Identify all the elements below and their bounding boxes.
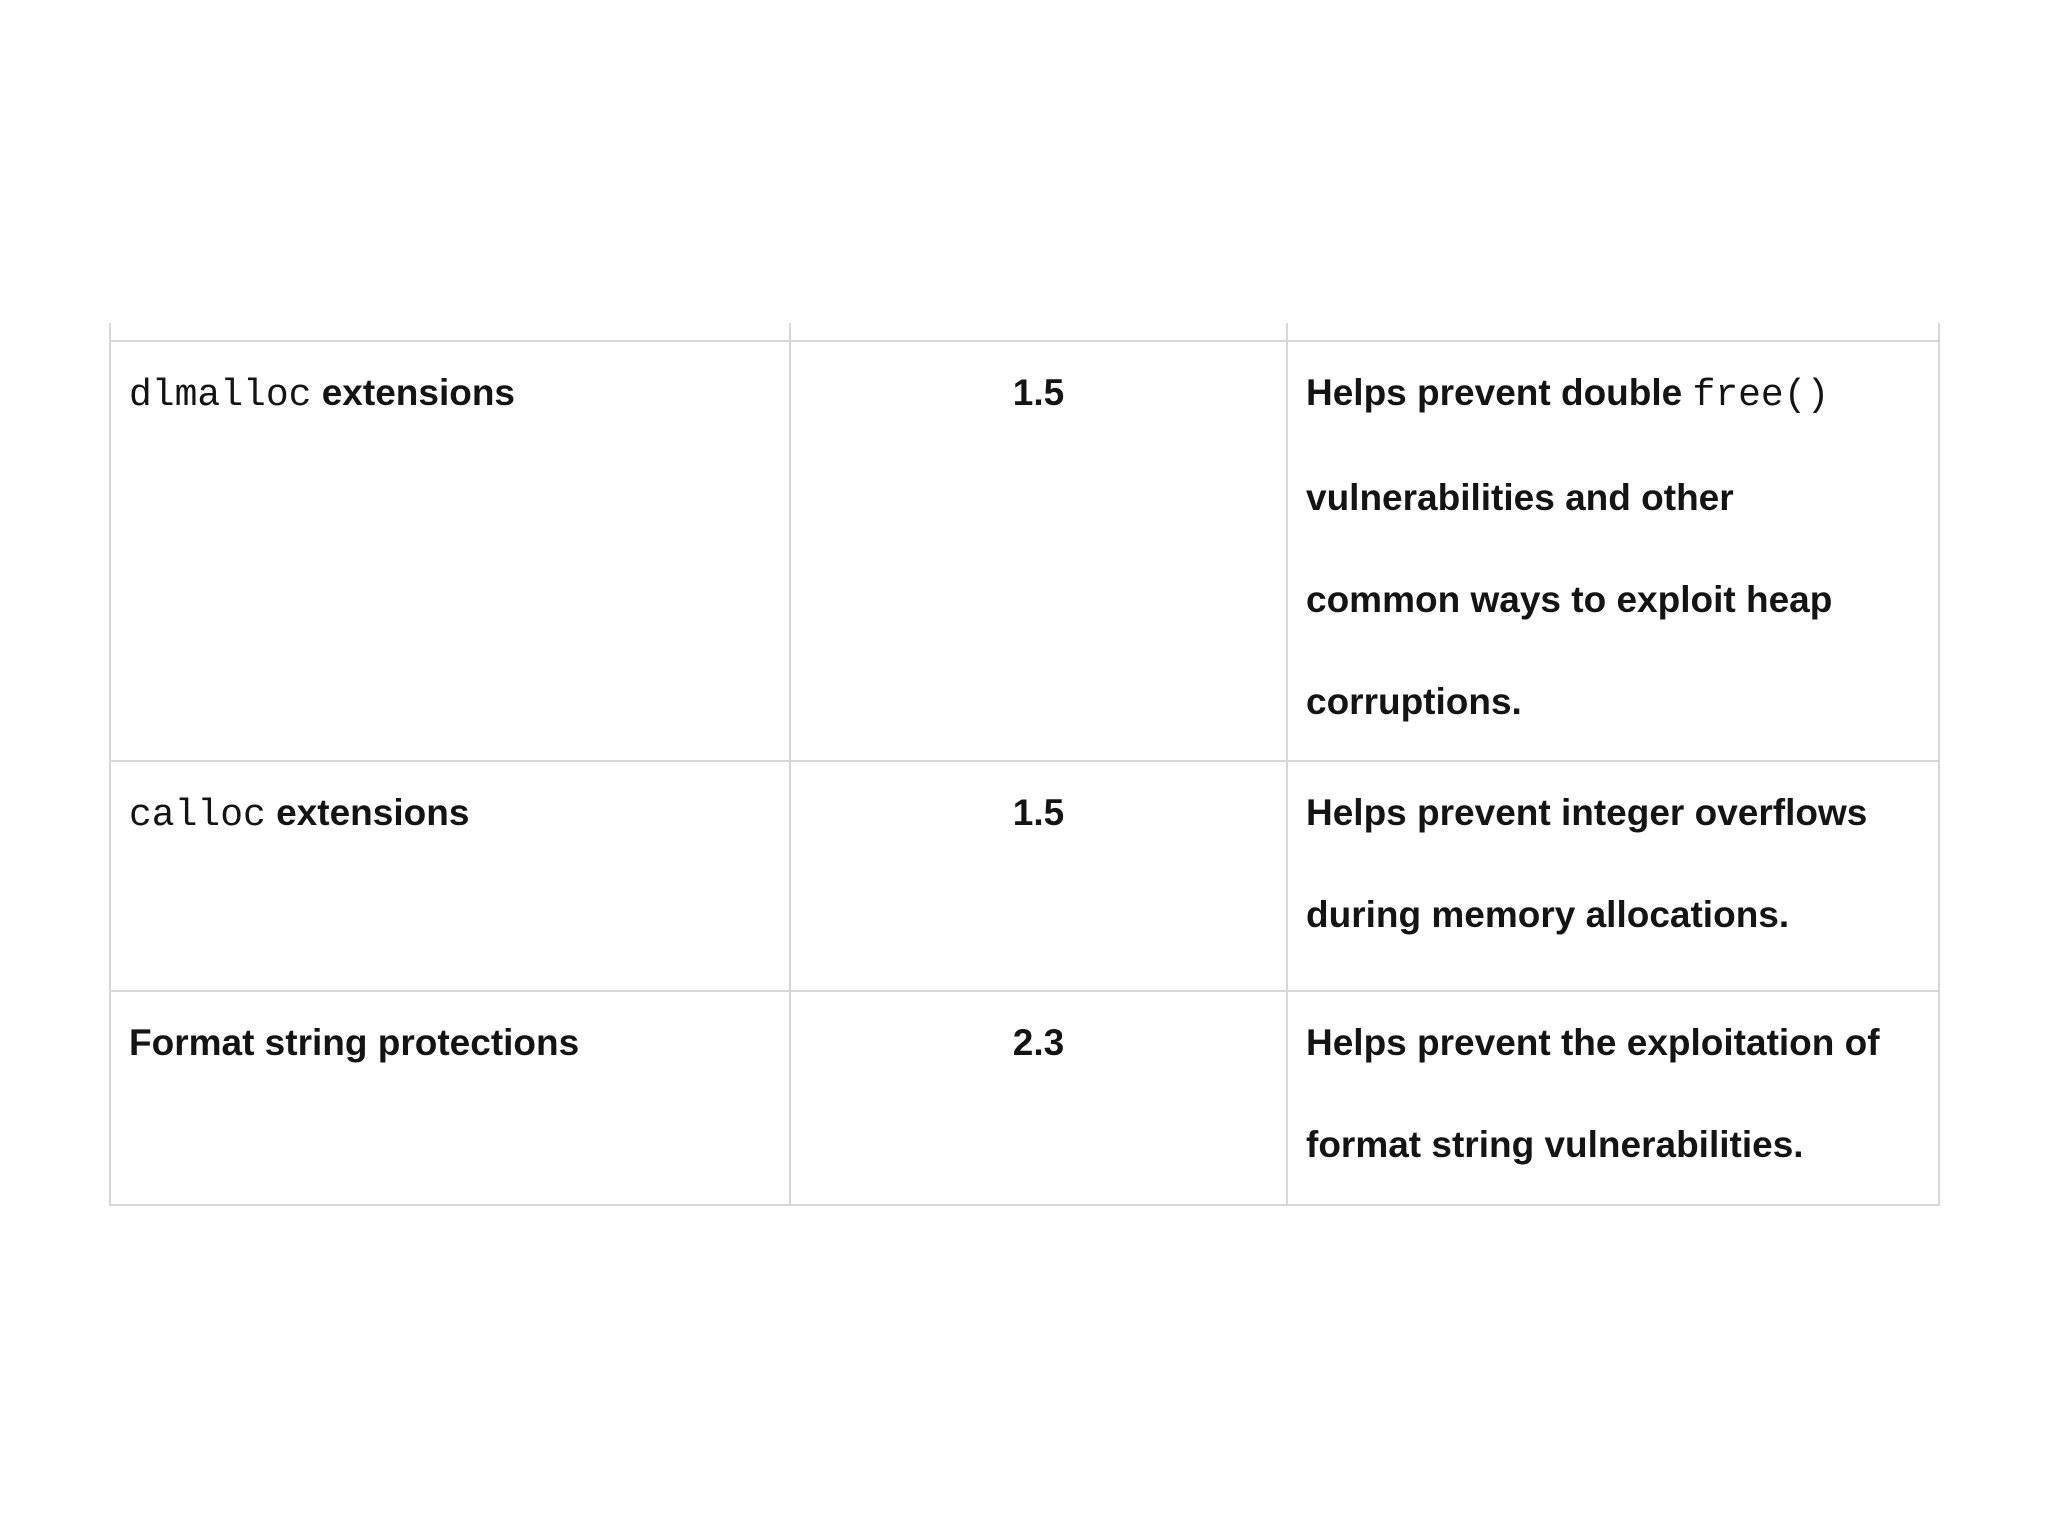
table-row: Format string protections 2.3 Helps preven… — [109, 990, 1940, 1206]
version-cell: 2.3 — [789, 990, 1288, 1206]
security-features-table: dlmalloc extensions 1.5 Helps prevent doub… — [109, 323, 1940, 1206]
code-text: dlmalloc — [129, 374, 312, 417]
text-run: Format string protections — [129, 1022, 580, 1063]
table-row: calloc extensions 1.5 Helps prevent intege… — [109, 760, 1940, 992]
text-run: corruptions. — [1306, 681, 1522, 722]
text-run: during memory allocations. — [1306, 894, 1790, 935]
description-cell: Helps prevent integer overflows during me… — [1286, 760, 1940, 992]
feature-cell: dlmalloc extensions — [109, 340, 791, 762]
text-line: Helps prevent the exploitation of — [1306, 993, 1920, 1094]
text-run: extensions — [311, 372, 516, 413]
text-run: format string vulnerabilities. — [1306, 1124, 1804, 1165]
feature-cell: Format string protections — [109, 990, 791, 1206]
version-cell: 1.5 — [789, 340, 1288, 762]
code-text: free() — [1692, 374, 1830, 417]
text-run: Helps prevent integer overflows — [1306, 792, 1868, 833]
text-line: common ways to exploit heap — [1306, 549, 1920, 651]
clipped-previous-row — [109, 323, 1940, 342]
clipped-cell — [109, 323, 791, 342]
text-run: vulnerabilities and other — [1306, 477, 1734, 518]
table-body: dlmalloc extensions 1.5 Helps prevent doub… — [109, 323, 1940, 1206]
text-run: common ways to exploit heap — [1306, 579, 1833, 620]
clipped-cell — [1286, 323, 1940, 342]
text-line: corruptions. — [1306, 651, 1920, 753]
code-text: calloc — [129, 794, 266, 837]
text-line: Helps prevent double free() — [1306, 343, 1920, 447]
text-line: during memory allocations. — [1306, 864, 1920, 966]
text-line: Helps prevent integer overflows — [1306, 763, 1920, 864]
version-cell: 1.5 — [789, 760, 1288, 992]
description-cell: Helps prevent double free() vulnerabiliti… — [1286, 340, 1940, 762]
description-cell: Helps prevent the exploitation of format … — [1286, 990, 1940, 1206]
text-line: format string vulnerabilities. — [1306, 1094, 1920, 1196]
text-run: Helps prevent the exploitation of — [1306, 1022, 1880, 1063]
clipped-cell — [789, 323, 1288, 342]
feature-cell: calloc extensions — [109, 760, 791, 992]
table-row: dlmalloc extensions 1.5 Helps prevent doub… — [109, 340, 1940, 762]
text-line: vulnerabilities and other — [1306, 447, 1920, 549]
text-run: extensions — [265, 792, 470, 833]
text-run: Helps prevent double — [1306, 372, 1693, 413]
